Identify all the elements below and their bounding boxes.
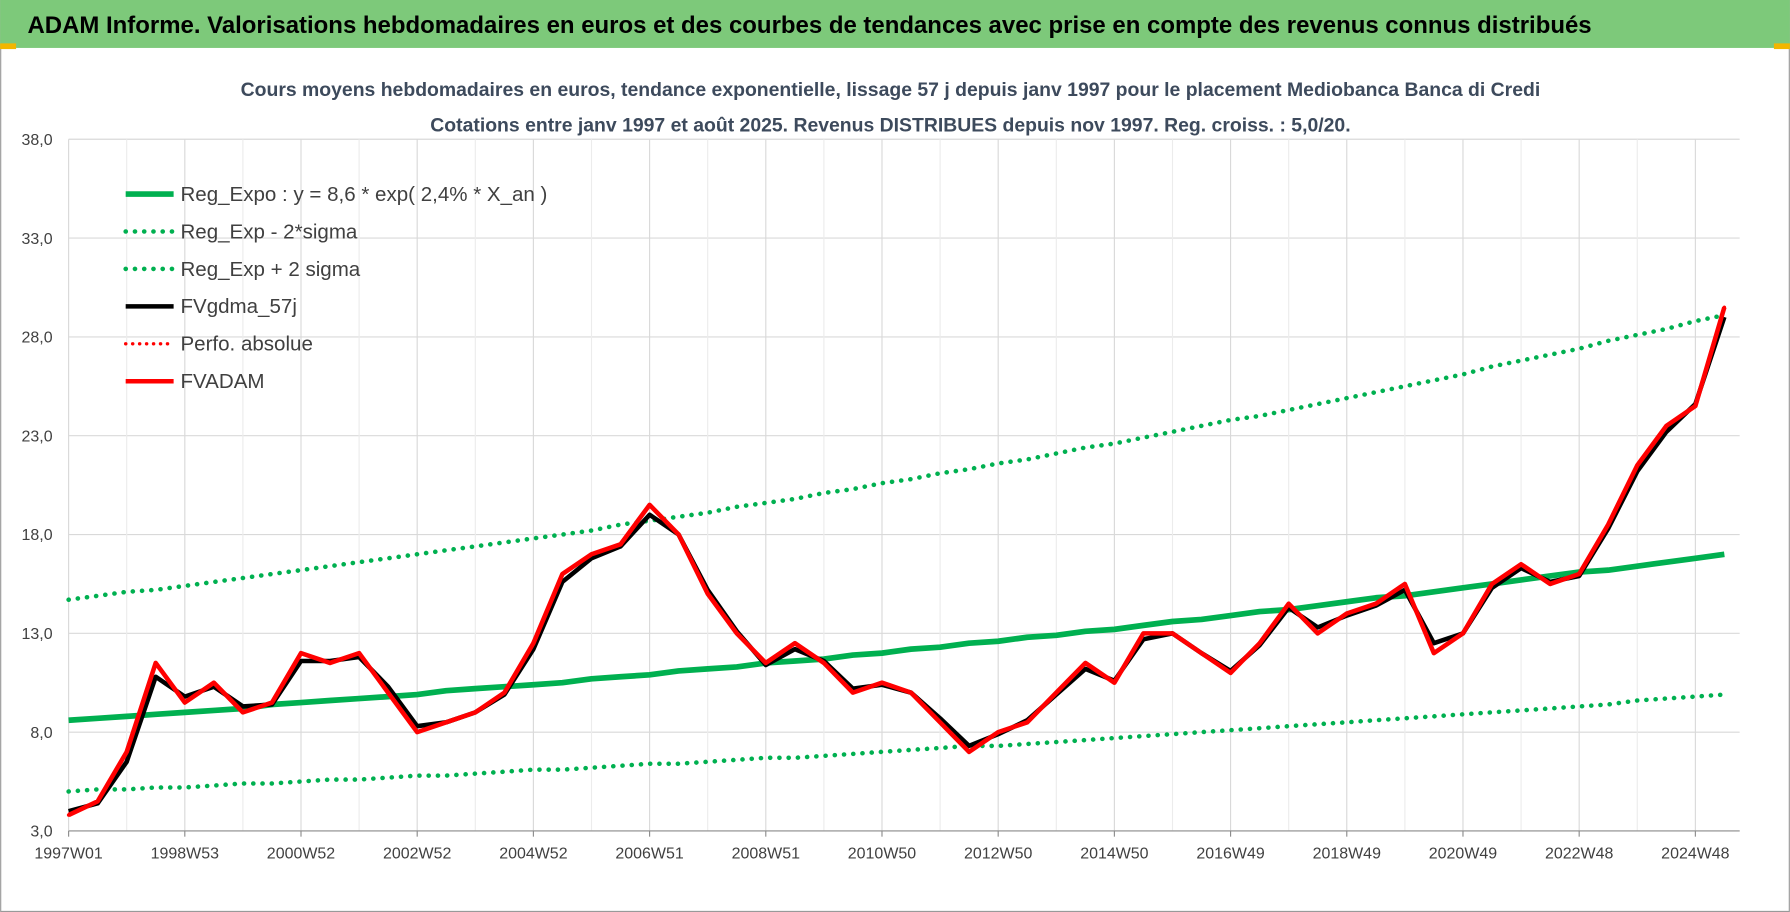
x-tick-label: 1998W53 (151, 845, 219, 862)
chart-subtitle: Cotations entre janv 1997 et août 2025. … (430, 114, 1350, 136)
header-bar (0, 0, 1790, 48)
x-tick-label: 2014W50 (1080, 845, 1148, 862)
series-line (66, 692, 1727, 794)
x-tick-label: 2022W48 (1545, 845, 1613, 862)
x-tick-label: 1997W01 (34, 845, 102, 862)
x-tick-label: 2020W49 (1429, 845, 1497, 862)
x-tick-label: 2012W50 (964, 845, 1032, 862)
x-tick-label: 2002W52 (383, 845, 451, 862)
legend-label: Reg_Exp - 2*sigma (180, 220, 357, 243)
legend: Reg_Expo : y = 8,6 * exp( 2,4% * X_an ) R… (123, 183, 547, 393)
y-tick-label: 33,0 (22, 231, 53, 248)
x-tick-label: 2024W48 (1661, 845, 1729, 862)
y-tick-label: 8,0 (30, 725, 52, 742)
x-tick-label: 2008W51 (732, 845, 800, 862)
series-line (67, 306, 1727, 818)
y-tick-label: 13,0 (22, 626, 53, 643)
x-tick-label: 2006W51 (615, 845, 683, 862)
x-tick-label: 2016W49 (1196, 845, 1264, 862)
legend-label: Reg_Expo : y = 8,6 * exp( 2,4% * X_an ) (180, 183, 547, 206)
legend-label: FVADAM (180, 370, 264, 393)
x-tick-label: 2004W52 (499, 845, 567, 862)
header-title: ADAM Informe. Valorisations hebdomadaire… (28, 12, 1592, 39)
legend-label: Perfo. absolue (180, 333, 312, 356)
chart-title: Cours moyens hebdomadaires en euros, ten… (241, 79, 1541, 101)
x-tick-label: 2000W52 (267, 845, 335, 862)
corner-mark (1773, 43, 1790, 50)
series-line (66, 312, 1727, 602)
legend-label: FVgdma_57j (180, 295, 296, 318)
y-tick-label: 3,0 (30, 824, 52, 841)
series-line (68, 551, 1725, 724)
y-tick-label: 28,0 (22, 330, 53, 347)
y-tick-label: 23,0 (22, 428, 53, 445)
y-tick-label: 18,0 (22, 527, 53, 544)
x-tick-label: 2010W50 (848, 845, 916, 862)
y-tick-label: 38,0 (22, 132, 53, 149)
legend-label: Reg_Exp + 2 sigma (180, 258, 360, 281)
corner-mark (0, 43, 17, 50)
plot (66, 305, 1727, 818)
x-tick-label: 2018W49 (1313, 845, 1381, 862)
